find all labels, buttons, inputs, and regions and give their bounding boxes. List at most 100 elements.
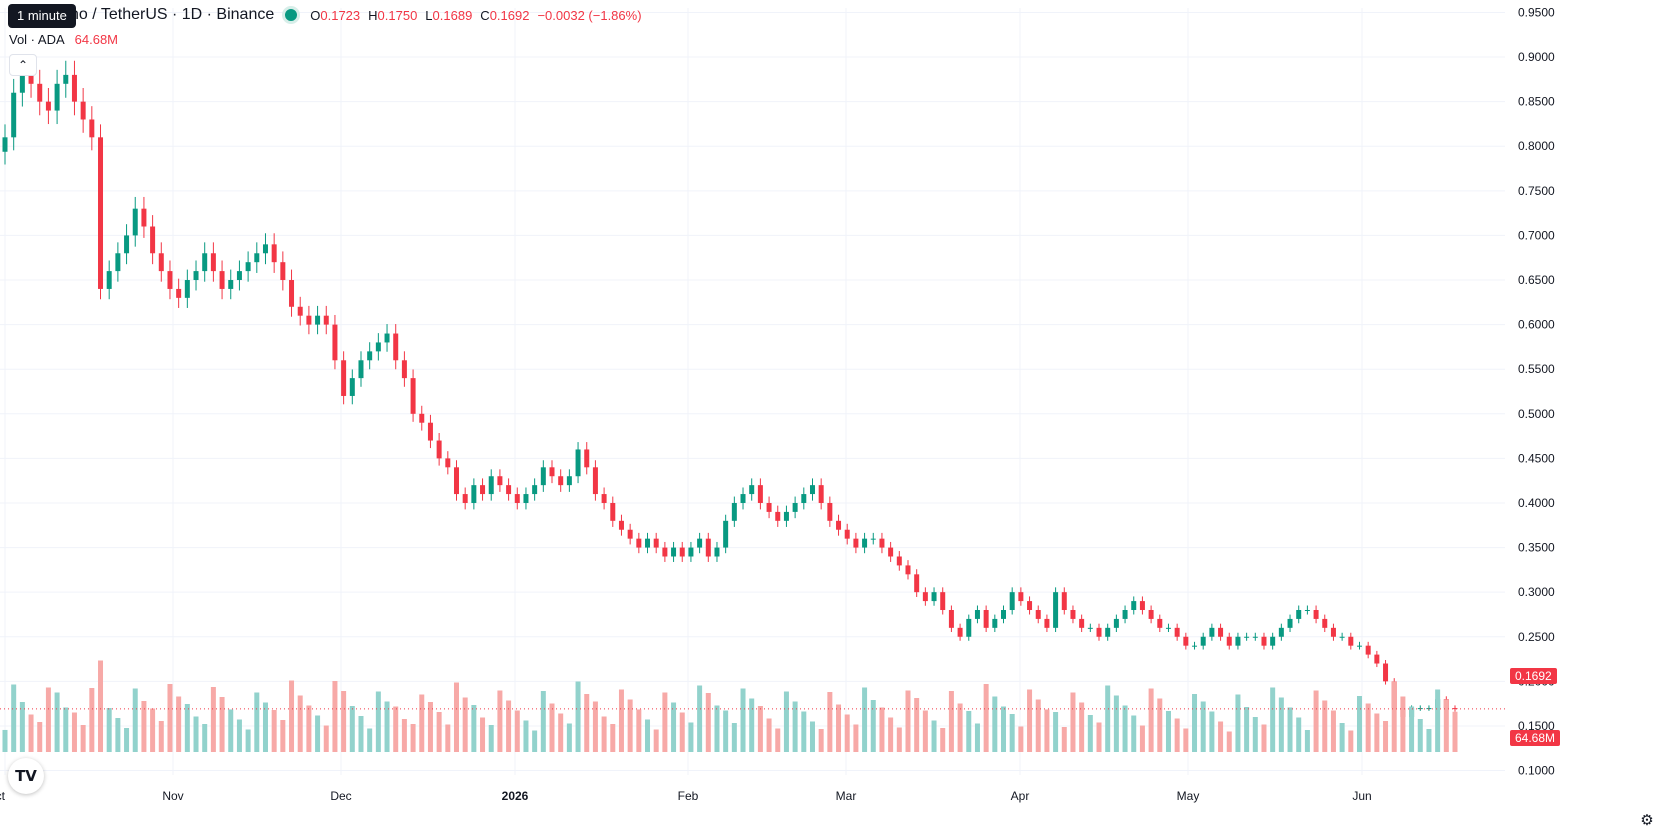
volume-bar xyxy=(1330,710,1336,752)
price-axis-label: 0.4000 xyxy=(1518,496,1555,510)
volume-bar xyxy=(358,716,364,752)
volume-bar xyxy=(375,691,381,752)
candle-body xyxy=(202,253,208,272)
candle-body xyxy=(219,271,225,289)
volume-bar xyxy=(11,684,17,752)
candle-body xyxy=(349,378,355,396)
volume-bar xyxy=(1122,705,1128,752)
ohlc-low: L0.1689 xyxy=(425,7,473,23)
volume-legend[interactable]: Vol · ADA 64.68M xyxy=(9,32,118,47)
candle-body xyxy=(636,538,642,548)
candle-body xyxy=(1330,627,1336,637)
candle-body xyxy=(410,378,416,414)
volume-bar xyxy=(245,729,251,752)
candle-body xyxy=(323,315,329,325)
candle-body xyxy=(427,422,433,441)
candle-body xyxy=(236,271,242,281)
candle-body xyxy=(436,440,442,459)
candle-body xyxy=(514,494,520,503)
volume-bar xyxy=(419,694,425,752)
volume-bar xyxy=(974,723,980,752)
candle-body xyxy=(254,253,260,263)
candle-body xyxy=(124,235,130,254)
volume-bar xyxy=(115,718,121,752)
volume-bar xyxy=(1035,699,1041,752)
candle-body xyxy=(358,360,364,379)
candle-body xyxy=(757,485,763,503)
candle-body xyxy=(506,485,512,495)
candle-body xyxy=(453,467,459,495)
candle-body xyxy=(1183,636,1189,646)
volume-bar xyxy=(1304,730,1310,752)
candle-body xyxy=(1244,636,1250,638)
candle-body xyxy=(141,208,147,227)
volume-bar xyxy=(1139,725,1145,752)
collapse-legend-button[interactable]: ⌃ xyxy=(9,54,37,76)
candle-body xyxy=(1287,618,1293,628)
candle-body xyxy=(1096,627,1102,637)
candle-body xyxy=(931,592,937,602)
volume-bar xyxy=(1070,692,1076,752)
symbol-title[interactable]: no / TetherUS · 1D · Binance xyxy=(70,6,275,23)
volume-bar xyxy=(332,681,338,752)
volume-bar xyxy=(297,695,303,752)
price-change: −0.0032 (−1.86%) xyxy=(537,7,642,23)
candle-body xyxy=(150,226,156,254)
candle-body xyxy=(827,502,833,521)
candle-body xyxy=(584,449,590,468)
candle-body xyxy=(297,306,303,316)
candle-body xyxy=(558,476,564,486)
volume-bar xyxy=(1061,727,1067,752)
candle-body xyxy=(731,502,737,521)
volume-bar xyxy=(393,706,399,752)
candle-body xyxy=(896,556,902,566)
volume-bar xyxy=(19,702,25,752)
volume-bar xyxy=(401,719,407,752)
candle-body xyxy=(749,485,755,495)
market-status-icon[interactable] xyxy=(282,6,301,24)
gear-icon[interactable]: ⚙ xyxy=(1640,812,1654,829)
volume-bar xyxy=(1209,711,1215,752)
volume-bar xyxy=(1452,711,1458,752)
volume-bar xyxy=(636,709,642,752)
candle-body xyxy=(71,74,77,102)
candle-body xyxy=(940,592,946,611)
candle-body xyxy=(1383,663,1389,682)
time-axis-label: Dec xyxy=(330,789,351,803)
candle-body xyxy=(566,476,572,486)
volume-bar xyxy=(1009,714,1015,752)
volume-bar xyxy=(480,717,486,752)
volume-bar xyxy=(610,724,616,752)
symbol-legend[interactable]: no / TetherUS · 1D · Binance O0.1723 H0.… xyxy=(70,6,642,24)
volume-bar xyxy=(1235,694,1241,752)
volume-bar xyxy=(827,692,833,752)
candle-body xyxy=(679,547,685,557)
candle-body xyxy=(158,253,164,272)
volume-value: 64.68M xyxy=(74,32,119,47)
candle-body xyxy=(862,538,868,548)
volume-bar xyxy=(436,712,442,752)
volume-bar xyxy=(445,724,451,752)
candle-body xyxy=(1087,627,1093,629)
volume-bar xyxy=(1348,730,1354,752)
volume-bar xyxy=(228,709,234,752)
time-axis-label: ct xyxy=(0,789,6,803)
volume-bar xyxy=(462,697,468,752)
volume-bar xyxy=(714,705,720,752)
volume-bar xyxy=(202,724,208,752)
candle-body xyxy=(1209,627,1215,637)
candle-body xyxy=(1148,610,1154,619)
volume-bar xyxy=(888,717,894,752)
candle-body xyxy=(289,280,295,307)
volume-bar xyxy=(914,698,920,752)
volume-bar xyxy=(132,688,138,752)
candle-body xyxy=(2,137,8,152)
tradingview-logo[interactable]: TV xyxy=(8,758,44,794)
volume-bar xyxy=(688,722,694,752)
price-axis-label: 0.9000 xyxy=(1518,50,1555,64)
candle-body xyxy=(106,271,112,289)
time-axis-label: May xyxy=(1177,789,1200,803)
volume-bar xyxy=(584,694,590,752)
